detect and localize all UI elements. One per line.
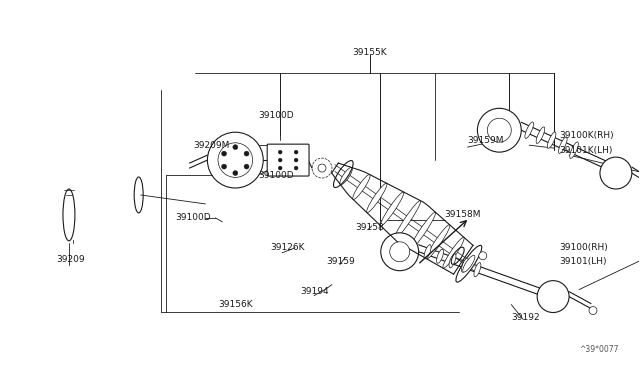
Circle shape: [244, 164, 249, 169]
Circle shape: [600, 157, 632, 189]
Circle shape: [278, 150, 282, 154]
Ellipse shape: [353, 174, 370, 199]
Text: 39155K: 39155K: [353, 48, 387, 57]
Ellipse shape: [426, 225, 450, 259]
Ellipse shape: [461, 258, 468, 272]
Ellipse shape: [463, 255, 475, 272]
Text: 39209: 39209: [56, 255, 84, 264]
Ellipse shape: [456, 245, 482, 282]
Circle shape: [390, 242, 410, 262]
Ellipse shape: [367, 183, 387, 213]
Ellipse shape: [134, 177, 143, 213]
Text: 39100D: 39100D: [258, 170, 294, 180]
Text: 39100K(RH): 39100K(RH): [559, 131, 614, 140]
Ellipse shape: [380, 192, 404, 226]
FancyBboxPatch shape: [267, 144, 309, 176]
Text: 39100D: 39100D: [175, 214, 211, 222]
Circle shape: [294, 150, 298, 154]
Circle shape: [278, 166, 282, 170]
Ellipse shape: [410, 212, 436, 250]
Text: 39192: 39192: [511, 313, 540, 322]
Circle shape: [221, 164, 227, 169]
Circle shape: [537, 280, 569, 312]
Circle shape: [294, 158, 298, 162]
Ellipse shape: [436, 249, 444, 263]
Ellipse shape: [340, 167, 353, 185]
Text: 39159: 39159: [326, 257, 355, 266]
Circle shape: [278, 158, 282, 162]
Text: 39100D: 39100D: [258, 111, 294, 120]
Text: 39158: 39158: [355, 223, 383, 232]
Ellipse shape: [449, 254, 456, 268]
Text: 39156K: 39156K: [218, 300, 253, 309]
Ellipse shape: [474, 263, 481, 277]
Circle shape: [244, 151, 249, 156]
Text: 39126K: 39126K: [270, 243, 305, 252]
Ellipse shape: [63, 189, 75, 241]
Ellipse shape: [443, 237, 464, 268]
Circle shape: [488, 118, 511, 142]
Ellipse shape: [559, 137, 567, 153]
Text: 39101(LH): 39101(LH): [559, 257, 607, 266]
Circle shape: [381, 233, 419, 271]
Text: 39159M: 39159M: [467, 136, 504, 145]
Text: 39100(RH): 39100(RH): [559, 243, 608, 252]
Text: 39158M: 39158M: [445, 211, 481, 219]
Circle shape: [233, 145, 238, 150]
Ellipse shape: [570, 142, 579, 158]
Circle shape: [294, 166, 298, 170]
Circle shape: [233, 171, 238, 176]
Text: ^39*0077: ^39*0077: [579, 345, 619, 355]
Ellipse shape: [547, 132, 556, 148]
Circle shape: [477, 108, 521, 152]
Circle shape: [218, 143, 253, 177]
Circle shape: [479, 252, 487, 260]
Text: 39209M: 39209M: [193, 141, 230, 150]
Text: 39194: 39194: [300, 287, 329, 296]
Ellipse shape: [424, 245, 431, 259]
Text: 39101K(LH): 39101K(LH): [559, 145, 612, 155]
Ellipse shape: [394, 201, 420, 239]
Ellipse shape: [525, 122, 534, 138]
Circle shape: [589, 307, 597, 314]
Circle shape: [207, 132, 263, 188]
Circle shape: [221, 151, 227, 156]
Ellipse shape: [536, 127, 545, 144]
